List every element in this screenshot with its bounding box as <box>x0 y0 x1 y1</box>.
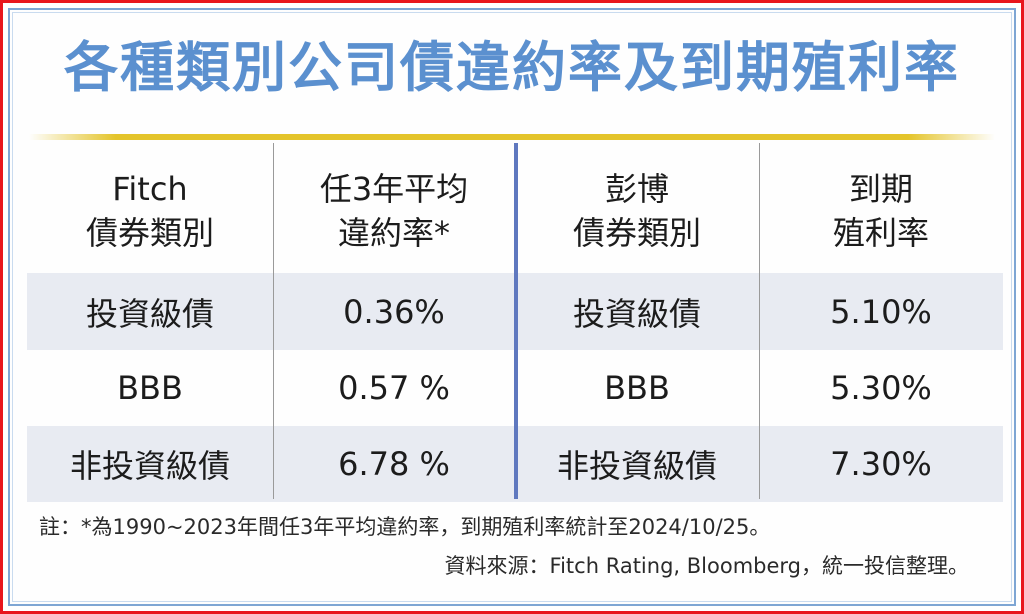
inner-frame-line <box>12 12 1012 602</box>
table-row: BBB 0.57 % BBB 5.30% <box>27 350 1003 426</box>
bloomberg-category-cell: 非投資級債 <box>556 447 717 485</box>
column-divider <box>759 143 760 499</box>
header-line: 彭博 <box>604 170 669 208</box>
chart-title: 各種類別公司債違約率及到期殖利率 <box>64 36 960 99</box>
title-underline <box>29 134 995 140</box>
yield-cell: 5.30% <box>830 369 932 407</box>
source-note: 資料來源：Fitch Rating, Bloomberg，統一投信整理。 <box>444 554 969 578</box>
header-line: 到期 <box>848 170 913 208</box>
data-table: Fitch 債券類別 任3年平均 違約率* 彭博 債券類別 到期 殖利率 投資級… <box>27 143 1003 502</box>
bloomberg-category-cell: BBB <box>604 369 670 407</box>
fitch-category-cell: 非投資級債 <box>69 447 230 485</box>
header-line: 債券類別 <box>572 214 701 252</box>
bloomberg-category-cell: 投資級債 <box>572 294 701 333</box>
header-line: 殖利率 <box>832 214 929 252</box>
yield-cell: 5.10% <box>830 292 932 331</box>
header-line: Fitch <box>112 170 188 208</box>
header-yield-to-maturity: 到期 殖利率 <box>759 143 1003 273</box>
header-bloomberg-category: 彭博 債券類別 <box>515 143 759 273</box>
yield-cell: 7.30% <box>830 445 932 483</box>
section-divider <box>514 143 518 499</box>
header-line: 任3年平均 <box>319 170 469 208</box>
fitch-category-cell: 投資級債 <box>85 294 214 333</box>
default-rate-cell: 6.78 % <box>338 445 450 483</box>
default-rate-cell: 0.36% <box>343 292 445 331</box>
default-rate-cell: 0.57 % <box>338 369 450 407</box>
table-header-row: Fitch 債券類別 任3年平均 違約率* 彭博 債券類別 到期 殖利率 <box>27 143 1003 273</box>
header-fitch-category: Fitch 債券類別 <box>27 143 273 273</box>
header-line: 債券類別 <box>85 214 214 252</box>
fitch-category-cell: BBB <box>117 369 183 407</box>
header-line: 違約率* <box>337 214 450 252</box>
footnote: 註：*為1990~2023年間任3年平均違約率，到期殖利率統計至2024/10/… <box>39 515 771 539</box>
column-divider <box>273 143 274 499</box>
header-default-rate: 任3年平均 違約率* <box>273 143 515 273</box>
